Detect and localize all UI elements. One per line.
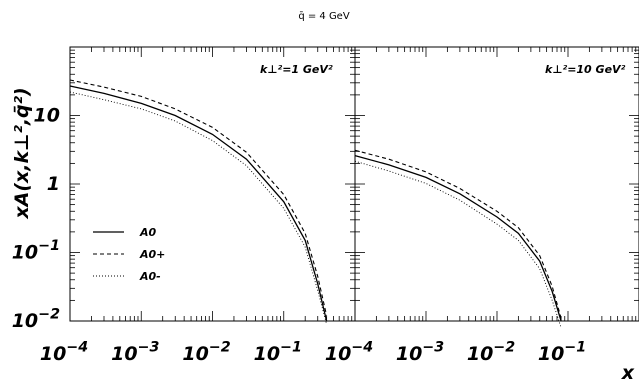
y-axis-label: xA(x,k⊥²,q̄²) — [11, 87, 33, 219]
x-tick-label: 10−1 — [538, 339, 586, 365]
series-line-a0 — [354, 154, 562, 322]
x-axis-label: x — [621, 362, 635, 383]
y-tick-label: 10−1 — [12, 238, 60, 264]
series-line-a0minus — [69, 91, 328, 325]
series-line-a0plus — [69, 79, 328, 316]
x-tick-label: 10−2 — [467, 339, 515, 365]
legend-label: A0+ — [139, 248, 165, 261]
legend-label: A0 — [139, 226, 157, 239]
x-tick-label: 10−3 — [111, 339, 159, 365]
x-tick-label: 10−3 — [396, 339, 444, 365]
series-line-a0minus — [354, 160, 562, 328]
series-line-a0plus — [354, 149, 562, 319]
y-tick-label: 1 — [47, 173, 60, 195]
y-tick-label: 10 — [34, 105, 60, 127]
series-line-a0 — [69, 85, 328, 322]
panel-label: k⊥²=1 GeV² — [260, 63, 333, 76]
legend-label: A0- — [139, 270, 161, 283]
x-tick-label: 10−1 — [254, 339, 302, 365]
legend: A0 A0+ A0- — [93, 226, 165, 283]
chart-title: q̄ = 4 GeV — [298, 11, 350, 22]
y-tick-label: 10−2 — [12, 306, 60, 332]
panel-frame — [69, 46, 356, 322]
panel-frame — [354, 46, 639, 322]
panel-label: k⊥²=10 GeV² — [545, 63, 626, 76]
x-tick-label: 10−2 — [182, 339, 230, 365]
x-tick-label: 10−4 — [325, 339, 373, 365]
x-tick-label: 10−4 — [40, 339, 88, 365]
panel-2: 10−4 10−3 10−2 10−1 k⊥²=10 GeV² — [325, 46, 639, 365]
panel-1: 10−4 10−3 10−2 10−1 10−2 10−1 1 10 k⊥²=1 GeV² — [12, 46, 356, 365]
